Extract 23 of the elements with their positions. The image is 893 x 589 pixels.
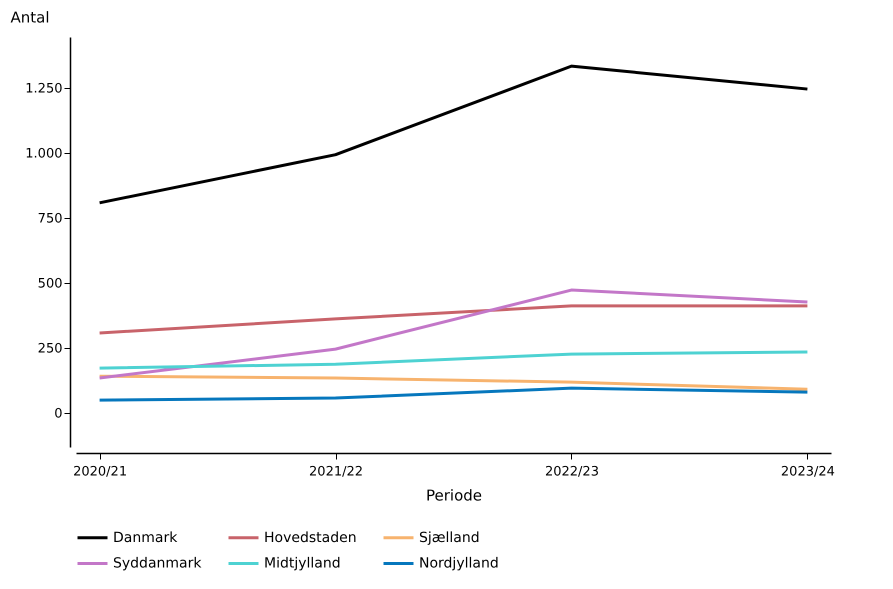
legend-label: Midtjylland: [264, 556, 341, 572]
y-tick-label: 0: [54, 406, 62, 422]
legend-label: Danmark: [113, 530, 178, 546]
line-series: [98, 64, 809, 204]
line-series: [98, 386, 809, 402]
y-tick-label: 750: [38, 211, 62, 226]
y-tick-label: 250: [38, 342, 62, 357]
line-series: [98, 350, 809, 370]
line-series: [98, 374, 809, 391]
y-axis-title: Antal: [10, 8, 50, 26]
legend-label: Syddanmark: [113, 556, 202, 572]
legend-label: Nordjylland: [419, 556, 499, 572]
legend-label: Hovedstaden: [264, 530, 357, 546]
y-tick-label: 500: [38, 276, 62, 292]
y-tick-label: 1.000: [25, 146, 62, 162]
x-tick-label: 2023/24: [780, 464, 835, 480]
x-tick-label: 2021/22: [309, 464, 364, 480]
x-axis-title: Periode: [426, 486, 482, 504]
x-tick-label: 2020/21: [73, 464, 128, 480]
legend-label: Sjælland: [419, 530, 480, 546]
x-tick-label: 2022/23: [544, 464, 599, 480]
y-tick-label: 1.250: [25, 81, 62, 96]
line-series: [98, 288, 809, 380]
